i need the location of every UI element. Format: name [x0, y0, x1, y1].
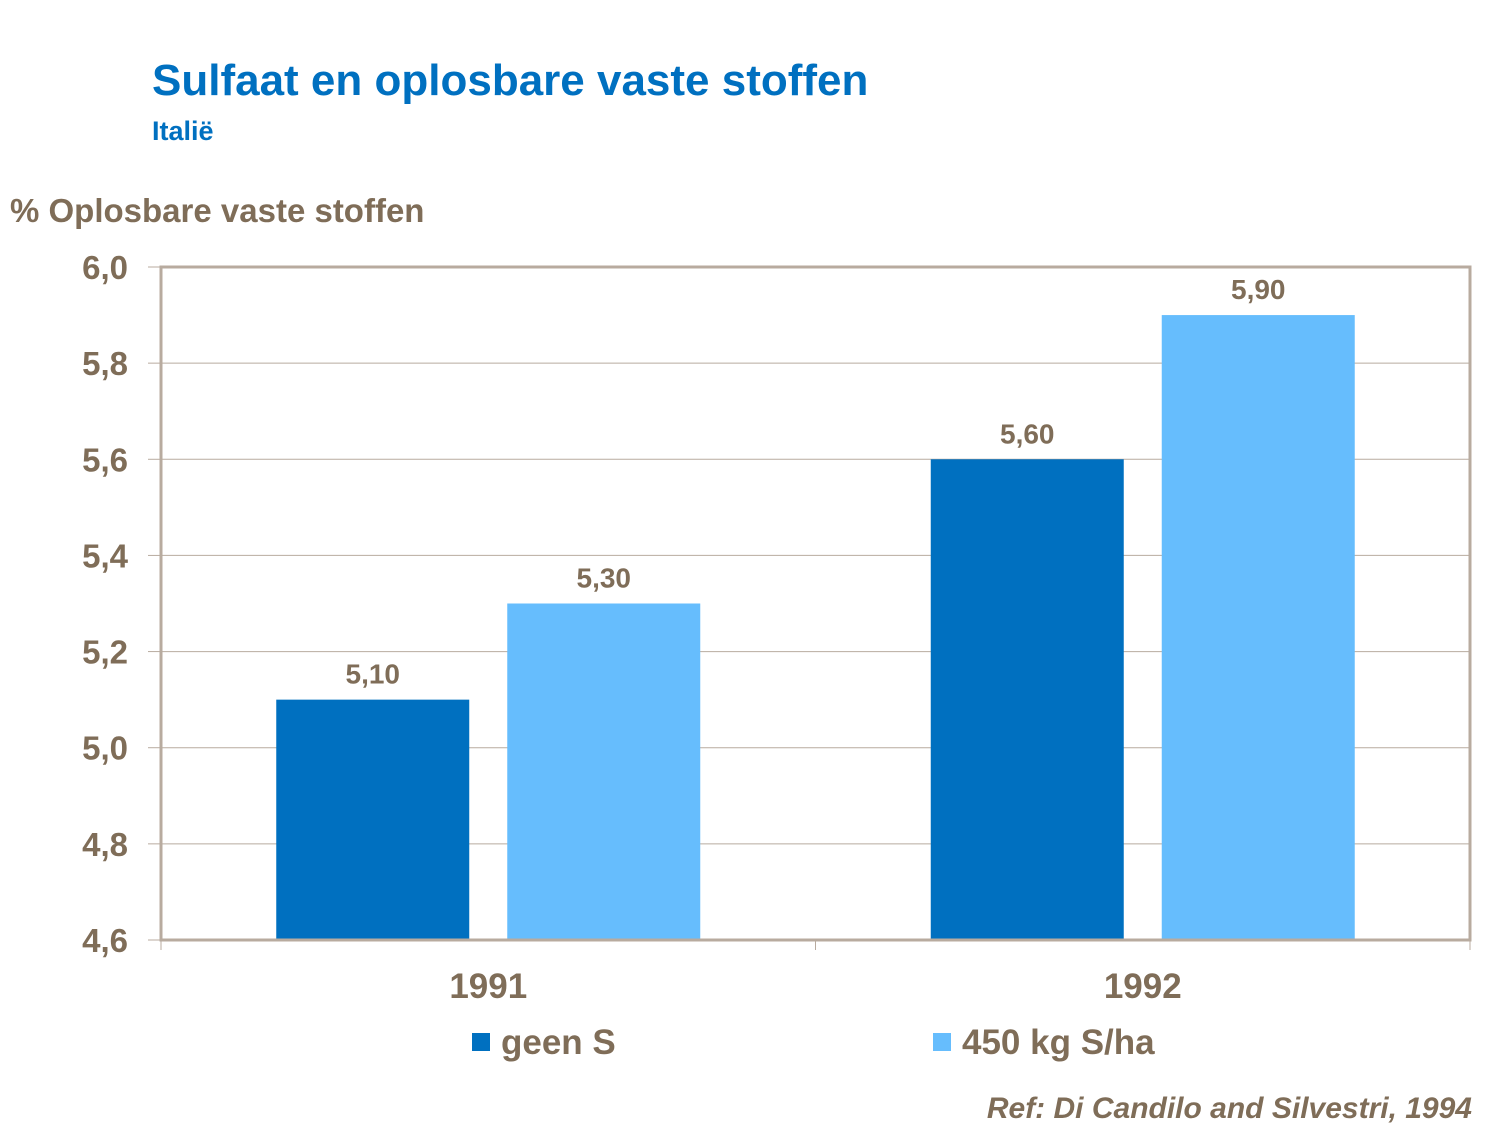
data-label: 5,30	[577, 563, 632, 594]
y-tick-label: 4,6	[82, 922, 128, 959]
bar-1992-1	[1161, 315, 1355, 941]
x-tick-label: 1992	[1104, 967, 1182, 1006]
legend-label: 450 kg S/ha	[962, 1023, 1155, 1062]
chart-subtitle: Italië	[152, 116, 214, 146]
source-reference: Ref: Di Candilo and Silvestri, 1994	[986, 1092, 1472, 1125]
y-tick-label: 5,4	[82, 537, 129, 574]
legend-label: geen S	[501, 1023, 616, 1062]
plot-frame	[159, 265, 1472, 942]
bar-1991-1	[507, 603, 701, 940]
y-tick-label: 5,2	[82, 634, 128, 671]
chart-title: Sulfaat en oplosbare vaste stoffen	[152, 56, 869, 105]
legend-swatch-0	[472, 1033, 490, 1051]
bar-1992-0	[930, 459, 1124, 940]
y-axis-label: % Oplosbare vaste stoffen	[10, 192, 425, 229]
y-tick-label: 5,0	[82, 730, 128, 767]
y-tick-label: 6,0	[82, 249, 128, 286]
x-tick-label: 1991	[449, 967, 527, 1006]
data-label: 5,90	[1231, 274, 1286, 305]
y-tick-label: 5,8	[82, 345, 128, 382]
bar-1991-0	[276, 699, 470, 940]
legend-swatch-1	[933, 1033, 951, 1051]
y-tick-label: 4,8	[82, 826, 128, 863]
data-label: 5,10	[346, 659, 401, 690]
data-label: 5,60	[1000, 418, 1055, 449]
y-tick-label: 5,6	[82, 441, 128, 478]
